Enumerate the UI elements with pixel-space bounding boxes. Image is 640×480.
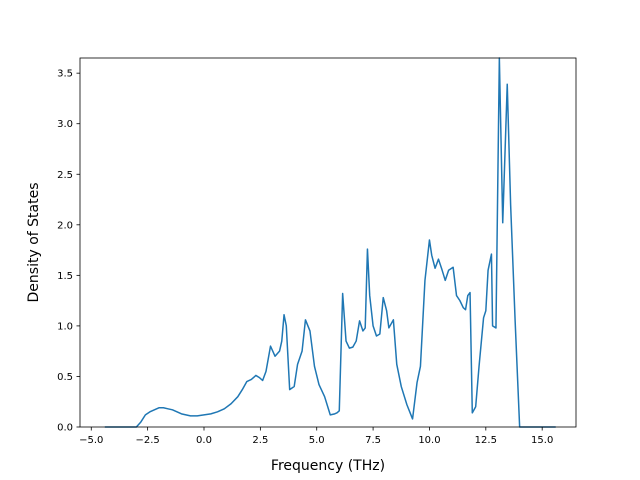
y-tick-label: 3.5 [57, 69, 73, 80]
x-tick-label: 5.0 [309, 435, 325, 446]
x-axis-label: Frequency (THz) [271, 458, 385, 474]
x-tick-label: 0.0 [196, 435, 212, 446]
y-tick-label: 3.0 [57, 119, 73, 130]
y-axis-label: Density of States [26, 183, 42, 303]
x-tick-label: 12.5 [475, 435, 497, 446]
y-tick-label: 1.0 [57, 321, 73, 332]
x-tick-label: −2.5 [135, 435, 159, 446]
x-axis: −5.0 −2.5 0.0 2.5 5.0 7.5 10.0 12.5 15.0 [79, 427, 553, 446]
plot-area [80, 58, 576, 427]
y-tick-label: 0.0 [57, 423, 73, 434]
dos-series-line [104, 57, 556, 428]
y-tick-label: 0.5 [57, 372, 73, 383]
x-tick-label: −5.0 [79, 435, 103, 446]
x-tick-label: 10.0 [418, 435, 440, 446]
y-tick-label: 1.5 [57, 271, 73, 282]
x-tick-label: 15.0 [531, 435, 553, 446]
y-tick-label: 2.5 [57, 170, 73, 181]
x-tick-label: 2.5 [252, 435, 268, 446]
series-layer [104, 57, 556, 428]
y-tick-label: 2.0 [57, 220, 73, 231]
axes-frame [79, 57, 577, 428]
y-axis: 0.0 0.5 1.0 1.5 2.0 2.5 3.0 3.5 [57, 69, 80, 434]
x-tick-label: 7.5 [365, 435, 381, 446]
